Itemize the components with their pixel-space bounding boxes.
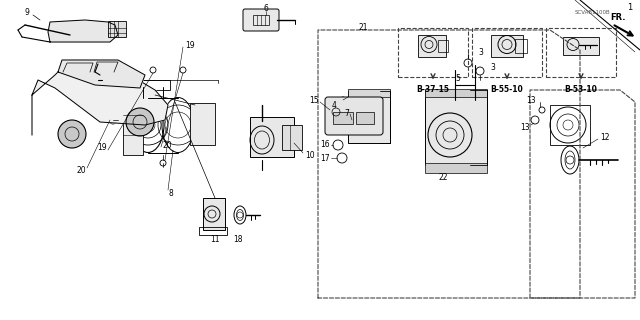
Bar (425, 90, 487, 165)
Text: 19: 19 (185, 41, 195, 50)
Text: 12: 12 (600, 132, 609, 141)
Text: B-53-10: B-53-10 (564, 84, 597, 93)
Bar (550, 105, 590, 145)
Polygon shape (32, 72, 168, 135)
Text: 5: 5 (455, 74, 460, 83)
Bar (203, 198, 225, 230)
Bar (250, 117, 294, 157)
Text: 7: 7 (344, 108, 349, 117)
Text: 3: 3 (478, 47, 483, 57)
Text: B-55-10: B-55-10 (491, 84, 524, 93)
Bar (253, 15, 269, 25)
Text: 18: 18 (233, 236, 243, 244)
Circle shape (126, 108, 154, 136)
Bar (425, 163, 487, 173)
Bar (418, 35, 446, 57)
Polygon shape (63, 63, 93, 72)
Bar (108, 21, 126, 37)
Text: 8: 8 (168, 188, 173, 197)
Polygon shape (48, 20, 118, 42)
Text: 19: 19 (97, 142, 107, 151)
Text: SCVAB1100B: SCVAB1100B (574, 10, 610, 14)
Bar (472, 28, 542, 77)
Bar (398, 28, 468, 77)
Text: 4: 4 (331, 100, 336, 109)
Text: 16: 16 (321, 140, 330, 148)
Bar (491, 35, 523, 57)
Text: FR.: FR. (611, 12, 626, 21)
Bar (515, 38, 527, 52)
Bar (563, 36, 599, 54)
Text: 11: 11 (211, 236, 220, 244)
Bar (123, 95, 143, 155)
FancyBboxPatch shape (243, 9, 279, 31)
Bar (348, 89, 390, 97)
Circle shape (58, 120, 86, 148)
Text: B-37-15: B-37-15 (417, 84, 449, 93)
Text: 13: 13 (526, 95, 536, 105)
Bar (190, 103, 215, 145)
Bar (546, 28, 616, 77)
Polygon shape (94, 62, 118, 72)
Bar (333, 112, 353, 124)
Text: 9: 9 (24, 7, 29, 17)
Bar (438, 39, 448, 52)
Text: 17: 17 (321, 154, 330, 163)
Bar (348, 91, 390, 143)
Text: 20: 20 (76, 165, 86, 174)
Text: 6: 6 (264, 4, 268, 12)
Text: 21: 21 (358, 22, 368, 31)
Text: 10: 10 (305, 150, 315, 159)
Text: 1: 1 (627, 3, 632, 12)
Text: 20: 20 (162, 140, 172, 149)
Bar (425, 89, 487, 97)
Bar (199, 227, 227, 235)
Text: 3: 3 (490, 62, 495, 71)
Bar (282, 125, 302, 150)
Text: 22: 22 (438, 172, 448, 181)
Bar (140, 80, 170, 90)
Text: 15: 15 (309, 95, 319, 105)
FancyBboxPatch shape (325, 97, 383, 135)
Polygon shape (58, 60, 145, 88)
Bar (356, 112, 374, 124)
Text: 13: 13 (520, 123, 530, 132)
